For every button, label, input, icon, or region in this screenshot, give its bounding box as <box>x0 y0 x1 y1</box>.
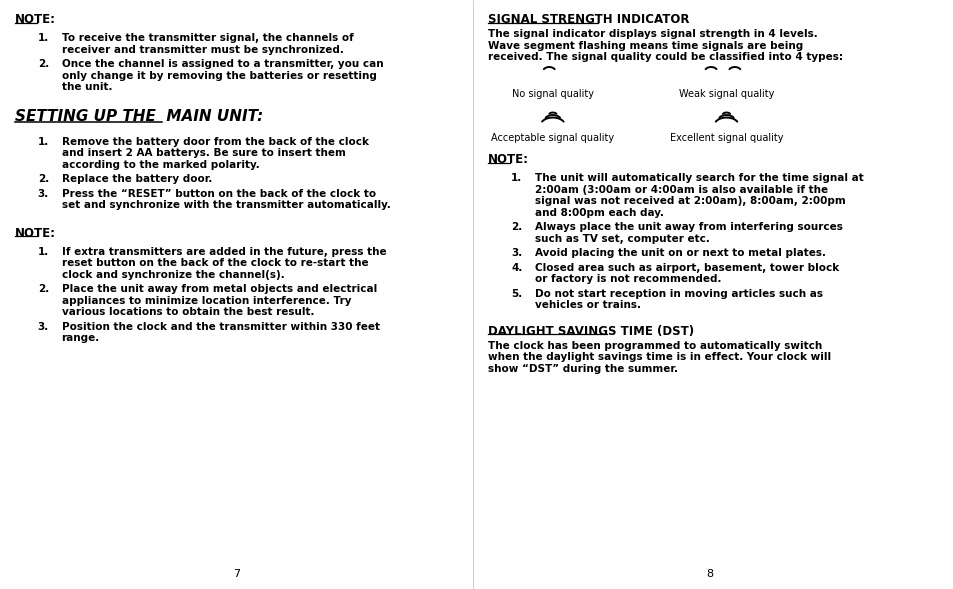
Text: The clock has been programmed to automatically switch
when the daylight savings : The clock has been programmed to automat… <box>488 340 831 373</box>
Text: NOTE:: NOTE: <box>15 13 56 26</box>
Text: NOTE:: NOTE: <box>488 153 529 166</box>
Text: Once the channel is assigned to a transmitter, you can
only change it by removin: Once the channel is assigned to a transm… <box>62 59 383 92</box>
Text: Remove the battery door from the back of the clock
and insert 2 AA batterys. Be : Remove the battery door from the back of… <box>62 137 368 170</box>
Text: 2.: 2. <box>511 222 522 232</box>
Text: No signal quality: No signal quality <box>512 89 593 99</box>
Text: Press the “RESET” button on the back of the clock to
set and synchronize with th: Press the “RESET” button on the back of … <box>62 188 390 210</box>
Text: NOTE:: NOTE: <box>15 227 56 240</box>
Text: 5.: 5. <box>511 289 522 299</box>
Text: 1.: 1. <box>38 33 49 43</box>
Text: Acceptable signal quality: Acceptable signal quality <box>491 133 614 143</box>
Text: The unit will automatically search for the time signal at
2:00am (3:00am or 4:00: The unit will automatically search for t… <box>535 173 862 218</box>
Text: If extra transmitters are added in the future, press the
reset button on the bac: If extra transmitters are added in the f… <box>62 247 386 280</box>
Text: The signal indicator displays signal strength in 4 levels.
Wave segment flashing: The signal indicator displays signal str… <box>488 29 842 62</box>
Text: SETTING UP THE  MAIN UNIT:: SETTING UP THE MAIN UNIT: <box>15 108 263 124</box>
Text: 3.: 3. <box>38 322 49 332</box>
Text: Weak signal quality: Weak signal quality <box>679 89 774 99</box>
Text: Excellent signal quality: Excellent signal quality <box>669 133 782 143</box>
Text: Place the unit away from metal objects and electrical
appliances to minimize loc: Place the unit away from metal objects a… <box>62 284 376 317</box>
Text: Replace the battery door.: Replace the battery door. <box>62 174 212 184</box>
Text: Closed area such as airport, basement, tower block
or factory is not recommended: Closed area such as airport, basement, t… <box>535 263 839 284</box>
Text: 3.: 3. <box>38 188 49 198</box>
Text: 3.: 3. <box>511 248 522 258</box>
Text: 1.: 1. <box>511 173 522 183</box>
Text: SIGNAL STRENGTH INDICATOR: SIGNAL STRENGTH INDICATOR <box>488 13 689 26</box>
Text: 7: 7 <box>233 569 240 579</box>
Text: DAYLIGHT SAVINGS TIME (DST): DAYLIGHT SAVINGS TIME (DST) <box>488 325 694 337</box>
Text: 8: 8 <box>706 569 713 579</box>
Text: 1.: 1. <box>38 137 49 147</box>
Text: 2.: 2. <box>38 174 49 184</box>
Text: Do not start reception in moving articles such as
vehicles or trains.: Do not start reception in moving article… <box>535 289 822 310</box>
Text: 4.: 4. <box>511 263 522 273</box>
Text: 2.: 2. <box>38 59 49 69</box>
Text: 1.: 1. <box>38 247 49 256</box>
Text: Always place the unit away from interfering sources
such as TV set, computer etc: Always place the unit away from interfer… <box>535 222 841 244</box>
Text: Position the clock and the transmitter within 330 feet
range.: Position the clock and the transmitter w… <box>62 322 379 343</box>
Text: To receive the transmitter signal, the channels of
receiver and transmitter must: To receive the transmitter signal, the c… <box>62 33 353 55</box>
Text: Avoid placing the unit on or next to metal plates.: Avoid placing the unit on or next to met… <box>535 248 825 258</box>
Text: 2.: 2. <box>38 284 49 294</box>
